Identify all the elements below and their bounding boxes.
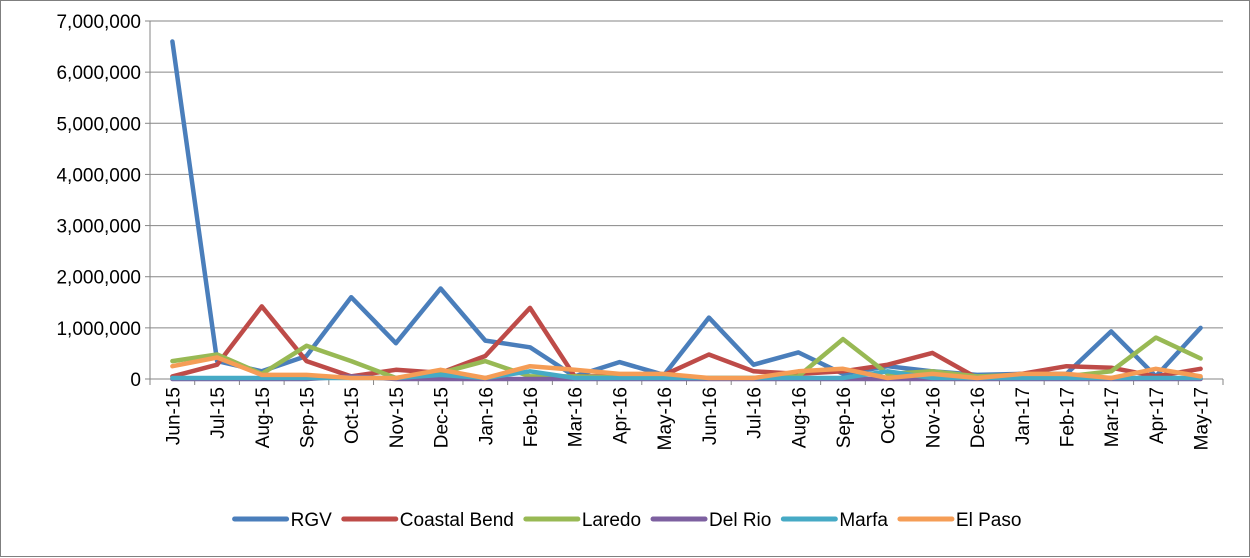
x-tick-label: Jun-15 [163,387,184,445]
x-tick-label: Aug-15 [253,387,274,448]
gridlines [150,20,1223,329]
x-tick-label: Nov-15 [387,387,408,448]
legend-item: Coastal Bend [341,510,514,531]
y-tick-label: 1,000,000 [56,319,141,340]
x-tick-label: Dec-15 [432,387,453,448]
y-tick-label: 5,000,000 [56,114,141,135]
legend: RGV Coastal Bend Laredo Del Rio Marfa El Paso [232,510,1021,531]
x-tick-label: Mar-17 [1102,387,1123,447]
x-tick-label: Jan-16 [476,387,497,445]
y-tick-label: 0 [130,370,141,391]
x-tick-label: May-17 [1192,387,1213,450]
legend-item: El Paso [897,510,1021,531]
y-tick-label: 3,000,000 [56,217,141,238]
x-tick-label: Dec-16 [968,387,989,448]
x-tick-label: Feb-16 [521,387,542,447]
legend-label: El Paso [956,510,1021,531]
y-tick-label: 7,000,000 [56,12,141,33]
series-line [170,355,1203,381]
legend-item: Laredo [523,510,641,531]
series-line [170,39,1203,379]
x-tick-label: Sep-15 [297,387,318,448]
legend-label: Laredo [582,510,641,531]
x-tick-label: Oct-16 [879,387,900,444]
y-tick-label: 4,000,000 [56,165,141,186]
x-tick-label: Oct-15 [342,387,363,444]
x-tick-label: Aug-16 [789,387,810,448]
legend-item: Del Rio [650,510,771,531]
x-tick-label: May-16 [655,387,676,450]
legend-item: RGV [232,510,333,531]
x-tick-label: Apr-17 [1147,387,1168,444]
legend-label: Coastal Bend [400,510,514,531]
series-el-paso [170,355,1203,381]
legend-label: Del Rio [709,510,771,531]
x-tick-label: Apr-16 [610,387,631,444]
legend-label: RGV [291,510,333,531]
legend-item: Marfa [780,510,888,531]
x-axis: Jun-15 Jul-15 Aug-15 Sep-15 Oct-15 Nov-15 Dec-… [149,378,1224,450]
x-tick-label: Feb-17 [1058,387,1079,447]
series-coastal-bend [170,304,1203,381]
x-tick-label: Jan-17 [1013,387,1034,445]
x-tick-label: Jun-16 [700,387,721,445]
y-tick-label: 2,000,000 [56,268,141,289]
y-tick-label: 6,000,000 [56,63,141,84]
x-tick-label: Mar-16 [566,387,587,447]
series-lines [170,39,1203,382]
x-tick-label: Jul-16 [745,387,766,439]
x-tick-label: Sep-16 [834,387,855,448]
x-tick-label: Jul-15 [208,387,229,439]
series-line [170,304,1203,381]
legend-label: Marfa [839,510,888,531]
x-tick-label: Nov-16 [923,387,944,448]
y-axis: 0 1,000,000 2,000,000 3,000,000 4,000,000 5,0… [56,12,151,391]
